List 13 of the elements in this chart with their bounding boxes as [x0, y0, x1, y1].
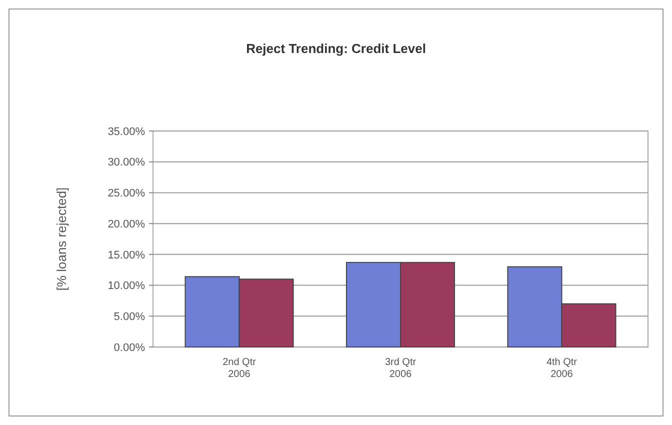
x-tick-label: 4th Qtr 2006 [546, 357, 578, 380]
y-tick-label: 30.00% [108, 156, 146, 169]
y-tick-label: 5.00% [114, 310, 146, 323]
y-tick-label: 0.00% [114, 342, 146, 354]
x-tick-label: 3rd Qtr 2006 [384, 357, 417, 380]
y-tick-label: 25.00% [108, 188, 146, 200]
y-tick-label: 20.00% [108, 218, 146, 230]
y-tick-label: 10.00% [108, 280, 146, 292]
y-tick-label: 35.00% [108, 126, 146, 138]
x-tick-label: 2nd Qtr 2006 [222, 357, 257, 380]
y-tick-label: 15.00% [108, 249, 146, 262]
y-axis-title: [% loans rejected] [54, 187, 69, 291]
chart-title: Reject Trending: Credit Level [246, 41, 426, 56]
